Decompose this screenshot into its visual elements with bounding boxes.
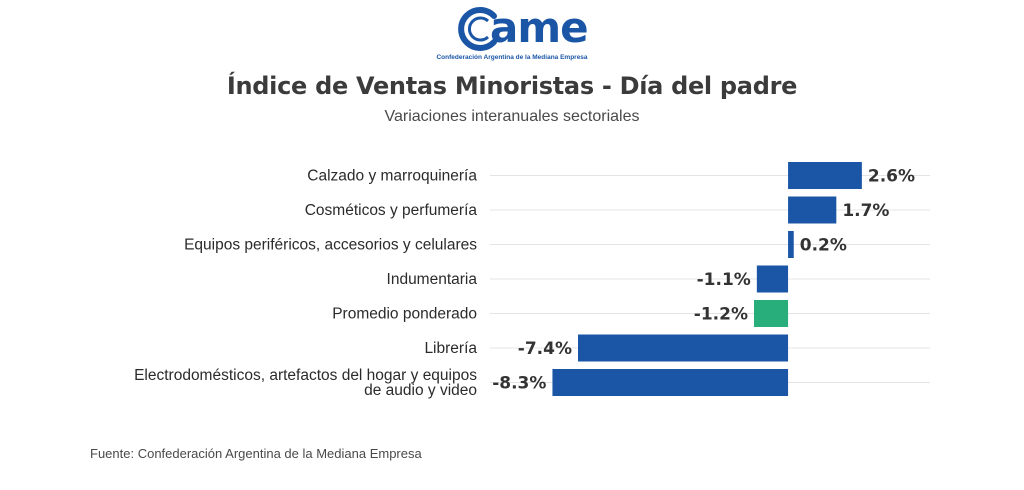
bar-highlight bbox=[754, 300, 789, 327]
value-label: -1.1% bbox=[697, 270, 751, 290]
logo-c-ring bbox=[458, 7, 497, 51]
category-label-line: Electrodomésticos, artefactos del hogar … bbox=[134, 367, 477, 384]
bar bbox=[788, 231, 794, 258]
category-label-line: Calzado y marroquinería bbox=[307, 168, 477, 185]
bar bbox=[756, 265, 789, 293]
logo-word: ame bbox=[490, 3, 589, 52]
bar-chart: 2.6% Calzado y marroquinería 1.7% Cosmético… bbox=[134, 162, 930, 399]
category-label-line: Promedio ponderado bbox=[332, 306, 477, 323]
value-label: -8.3% bbox=[492, 374, 546, 394]
category-label-line: de audio y video bbox=[364, 382, 477, 399]
bar bbox=[788, 196, 837, 224]
logo-tagline: Confederación Argentina de la Mediana Em… bbox=[436, 54, 588, 61]
category-label-line: Librería bbox=[424, 340, 477, 357]
value-label: 2.6% bbox=[868, 167, 915, 187]
category-label: Electrodomésticos, artefactos del hogar … bbox=[134, 367, 477, 399]
category-label-line: Cosméticos y perfumería bbox=[305, 202, 478, 219]
category-label: Librería bbox=[424, 340, 477, 357]
source-note: Fuente: Confederación Argentina de la Me… bbox=[90, 446, 422, 461]
category-label: Cosméticos y perfumería bbox=[305, 202, 478, 219]
category-label: Promedio ponderado bbox=[332, 306, 477, 323]
chart-title: Índice de Ventas Minoristas - Día del pa… bbox=[226, 72, 798, 100]
chart-subtitle: Variaciones interanuales sectoriales bbox=[384, 108, 640, 125]
category-label: Equipos periféricos, accesorios y celula… bbox=[184, 237, 477, 254]
bar bbox=[788, 162, 862, 189]
category-label-line: Indumentaria bbox=[387, 271, 478, 288]
came-logo: ame Confederación Argentina de la Median… bbox=[420, 2, 604, 68]
category-label: Calzado y marroquinería bbox=[307, 168, 477, 185]
category-label-line: Equipos periféricos, accesorios y celula… bbox=[184, 237, 477, 254]
bar bbox=[578, 334, 789, 362]
bar bbox=[552, 369, 789, 396]
value-label: -7.4% bbox=[518, 339, 572, 359]
value-label: 1.7% bbox=[842, 201, 889, 221]
category-label: Indumentaria bbox=[387, 271, 478, 288]
value-label: 0.2% bbox=[800, 236, 847, 256]
value-label: -1.2% bbox=[694, 305, 748, 325]
